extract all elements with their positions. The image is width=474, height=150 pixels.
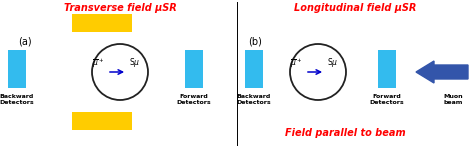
Text: (a): (a): [18, 37, 32, 47]
Text: Forward
Detectors: Forward Detectors: [370, 94, 404, 105]
Text: Transverse field μSR: Transverse field μSR: [64, 3, 176, 13]
Text: $\overline{\mu}^+$: $\overline{\mu}^+$: [290, 56, 302, 69]
Bar: [245, 50, 263, 88]
Text: Longitudinal field μSR: Longitudinal field μSR: [294, 3, 416, 13]
Text: (b): (b): [248, 37, 262, 47]
Text: $\overline{\mu}^+$: $\overline{\mu}^+$: [92, 56, 104, 69]
Bar: [378, 50, 396, 88]
Text: Backward
Detectors: Backward Detectors: [0, 94, 34, 105]
Bar: [8, 50, 26, 88]
Text: S$\mu$: S$\mu$: [129, 56, 140, 69]
Text: S$\mu$: S$\mu$: [327, 56, 338, 69]
Bar: [72, 14, 132, 32]
Bar: [72, 112, 132, 130]
Text: Forward
Detectors: Forward Detectors: [177, 94, 211, 105]
FancyArrow shape: [416, 61, 468, 83]
Text: Field parallel to beam: Field parallel to beam: [285, 128, 405, 138]
Text: Muon
beam: Muon beam: [443, 94, 463, 105]
Text: Backward
Detectors: Backward Detectors: [237, 94, 271, 105]
Bar: [185, 50, 203, 88]
